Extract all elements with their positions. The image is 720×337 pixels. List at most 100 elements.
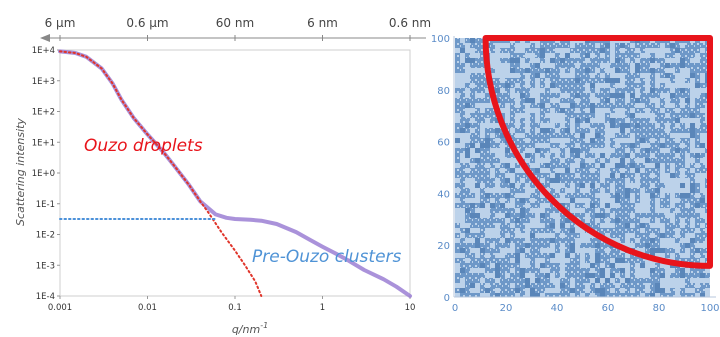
- heatmap-cell: [525, 138, 530, 143]
- heatmap-cell: [480, 103, 485, 108]
- heatmap-cell: [485, 293, 490, 297]
- heatmap-cell: [500, 213, 505, 218]
- heatmap-cell: [600, 198, 605, 203]
- heatmap-cell: [505, 158, 510, 163]
- heatmap-cell: [575, 228, 580, 233]
- heatmap-cell: [680, 68, 685, 73]
- heatmap-cell: [680, 58, 685, 63]
- heatmap-cell: [560, 198, 565, 203]
- heatmap-cell: [465, 168, 470, 173]
- heatmap-cell: [515, 113, 520, 118]
- heatmap-cell: [565, 198, 570, 203]
- heatmap-cell: [670, 133, 675, 138]
- heatmap-cell: [540, 258, 545, 263]
- heatmap-cell: [575, 243, 580, 248]
- heatmap-cell: [455, 253, 460, 258]
- heatmap-cell: [655, 48, 660, 53]
- heatmap-cell: [665, 263, 670, 268]
- heatmap-cell: [670, 238, 675, 243]
- heatmap-cell: [470, 213, 475, 218]
- heatmap-y-tick-label: 80: [437, 86, 450, 97]
- heatmap-cell: [495, 98, 500, 103]
- heatmap-cell: [535, 168, 540, 173]
- series-lines: [58, 49, 412, 298]
- heatmap-cell: [545, 83, 550, 88]
- heatmap-cell: [510, 283, 515, 288]
- heatmap-cell: [700, 138, 705, 143]
- heatmap-cell: [595, 183, 600, 188]
- heatmap-cell: [655, 203, 660, 208]
- heatmap-cell: [455, 163, 460, 168]
- heatmap-cell: [625, 148, 630, 153]
- heatmap-cell: [625, 253, 630, 258]
- heatmap-cell: [480, 268, 485, 273]
- heatmap-cell: [465, 58, 470, 63]
- heatmap-cell: [525, 193, 530, 198]
- heatmap-cell: [495, 43, 500, 48]
- heatmap-cell: [520, 248, 525, 253]
- heatmap-cell: [510, 198, 515, 203]
- heatmap-cell: [650, 68, 655, 73]
- heatmap-cell: [670, 198, 675, 203]
- heatmap-cell: [615, 128, 620, 133]
- heatmap-cell: [700, 73, 705, 78]
- heatmap-cell: [595, 113, 600, 118]
- heatmap-cell: [675, 123, 680, 128]
- heatmap-cell: [505, 203, 510, 208]
- heatmap-cell: [645, 288, 650, 293]
- heatmap-cell: [620, 158, 625, 163]
- heatmap-cell: [490, 263, 495, 268]
- heatmap-cell: [690, 183, 695, 188]
- y-tick-label: 1E-4: [36, 292, 55, 302]
- heatmap-cell: [585, 138, 590, 143]
- heatmap-cell: [605, 193, 610, 198]
- heatmap-cell: [505, 193, 510, 198]
- heatmap-cell: [570, 228, 575, 233]
- heatmap-cell: [685, 68, 690, 73]
- y-tick-label: 1E+1: [32, 138, 55, 148]
- heatmap-cell: [695, 123, 700, 128]
- heatmap-cell: [605, 173, 610, 178]
- heatmap-cell: [695, 88, 700, 93]
- heatmap-cell: [475, 213, 480, 218]
- heatmap-cell: [635, 98, 640, 103]
- heatmap-cell: [660, 163, 665, 168]
- heatmap-cell: [580, 263, 585, 268]
- heatmap-cell: [600, 278, 605, 283]
- heatmap-cell: [460, 158, 465, 163]
- heatmap-cell: [655, 73, 660, 78]
- heatmap-cell: [460, 133, 465, 138]
- heatmap-cell: [505, 248, 510, 253]
- heatmap-cell: [475, 68, 480, 73]
- heatmap-cell: [660, 168, 665, 173]
- heatmap-cell: [695, 148, 700, 153]
- heatmap-cell: [685, 288, 690, 293]
- heatmap-cell: [595, 88, 600, 93]
- heatmap-cell: [505, 73, 510, 78]
- heatmap-cell: [545, 158, 550, 163]
- heatmap-cell: [580, 238, 585, 243]
- heatmap-cell: [570, 68, 575, 73]
- heatmap-cell: [525, 263, 530, 268]
- heatmap-cell: [610, 223, 615, 228]
- heatmap-cell: [560, 248, 565, 253]
- heatmap-cell: [680, 78, 685, 83]
- heatmap-cell: [645, 218, 650, 223]
- heatmap-cell: [550, 278, 555, 283]
- heatmap-cell: [630, 138, 635, 143]
- heatmap-cell: [635, 183, 640, 188]
- heatmap-cell: [525, 73, 530, 78]
- heatmap-cell: [590, 53, 595, 58]
- heatmap-cell: [485, 88, 490, 93]
- heatmap-cell: [615, 113, 620, 118]
- heatmap-cell: [640, 223, 645, 228]
- heatmap-cell: [510, 93, 515, 98]
- heatmap-cell: [680, 183, 685, 188]
- heatmap-cell: [540, 128, 545, 133]
- heatmap-cell: [495, 88, 500, 93]
- heatmap-cell: [530, 53, 535, 58]
- heatmap-cell: [495, 278, 500, 283]
- heatmap-cell: [500, 253, 505, 258]
- heatmap-cell: [630, 108, 635, 113]
